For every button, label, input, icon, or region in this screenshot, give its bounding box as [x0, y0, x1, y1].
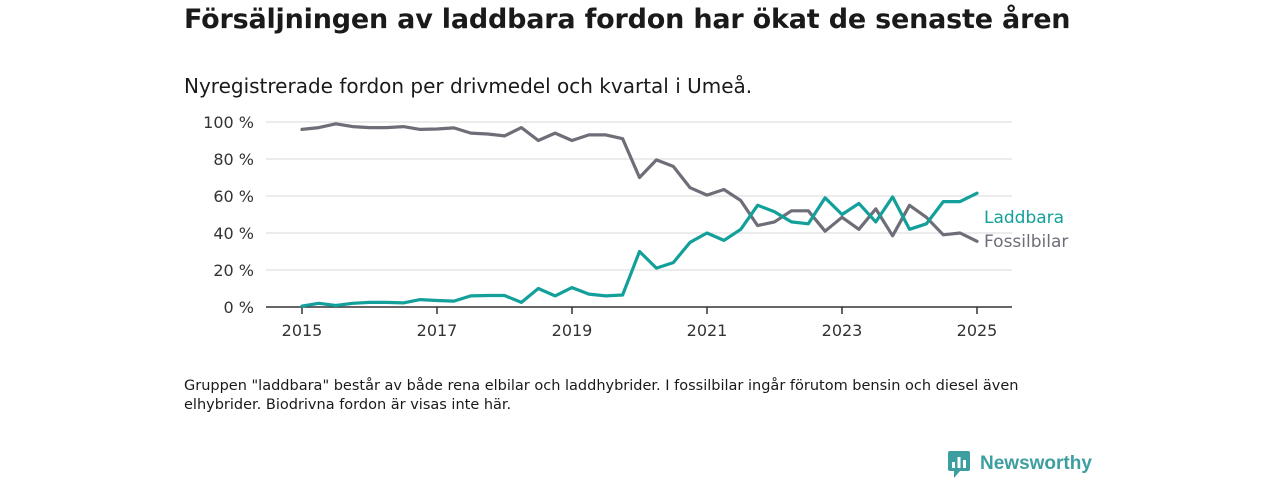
y-tick-label: 80 %: [213, 150, 254, 169]
x-tick-label: 2021: [687, 321, 728, 340]
chart-subtitle: Nyregistrerade fordon per drivmedel och …: [184, 74, 753, 98]
y-tick-label: 60 %: [213, 187, 254, 206]
y-tick-label: 0 %: [224, 298, 254, 317]
footnote: Gruppen "laddbara" består av både rena e…: [184, 378, 1019, 413]
series-line-fossilbilar: [300, 122, 979, 243]
x-tick-label: 2025: [957, 321, 998, 340]
y-tick-label: 100 %: [203, 113, 254, 132]
x-tick-label: 2017: [417, 321, 458, 340]
x-tick-label: 2015: [282, 321, 323, 340]
y-tick-label: 20 %: [213, 261, 254, 280]
newsworthy-logo-icon: [948, 451, 970, 478]
x-tick-label: 2023: [822, 321, 863, 340]
grid-lines: [266, 121, 1012, 271]
series-line-laddbara: [300, 191, 979, 308]
series-lines: [300, 122, 979, 308]
series-label-laddbara: Laddbara: [984, 208, 1064, 228]
series-labels: Laddbara Fossilbilar: [984, 208, 1068, 252]
series-label-fossilbilar: Fossilbilar: [984, 232, 1068, 252]
y-tick-label: 40 %: [213, 224, 254, 243]
brand-name: Newsworthy: [980, 453, 1092, 474]
axes: 0 % 20 % 40 % 60 % 80 % 100 % 2015 2017 2019 2021…: [203, 113, 1012, 340]
x-tick-label: 2019: [552, 321, 593, 340]
chart-title: Försäljningen av laddbara fordon har öka…: [184, 4, 1071, 35]
newsworthy-brand[interactable]: Newsworthy: [948, 449, 1092, 479]
